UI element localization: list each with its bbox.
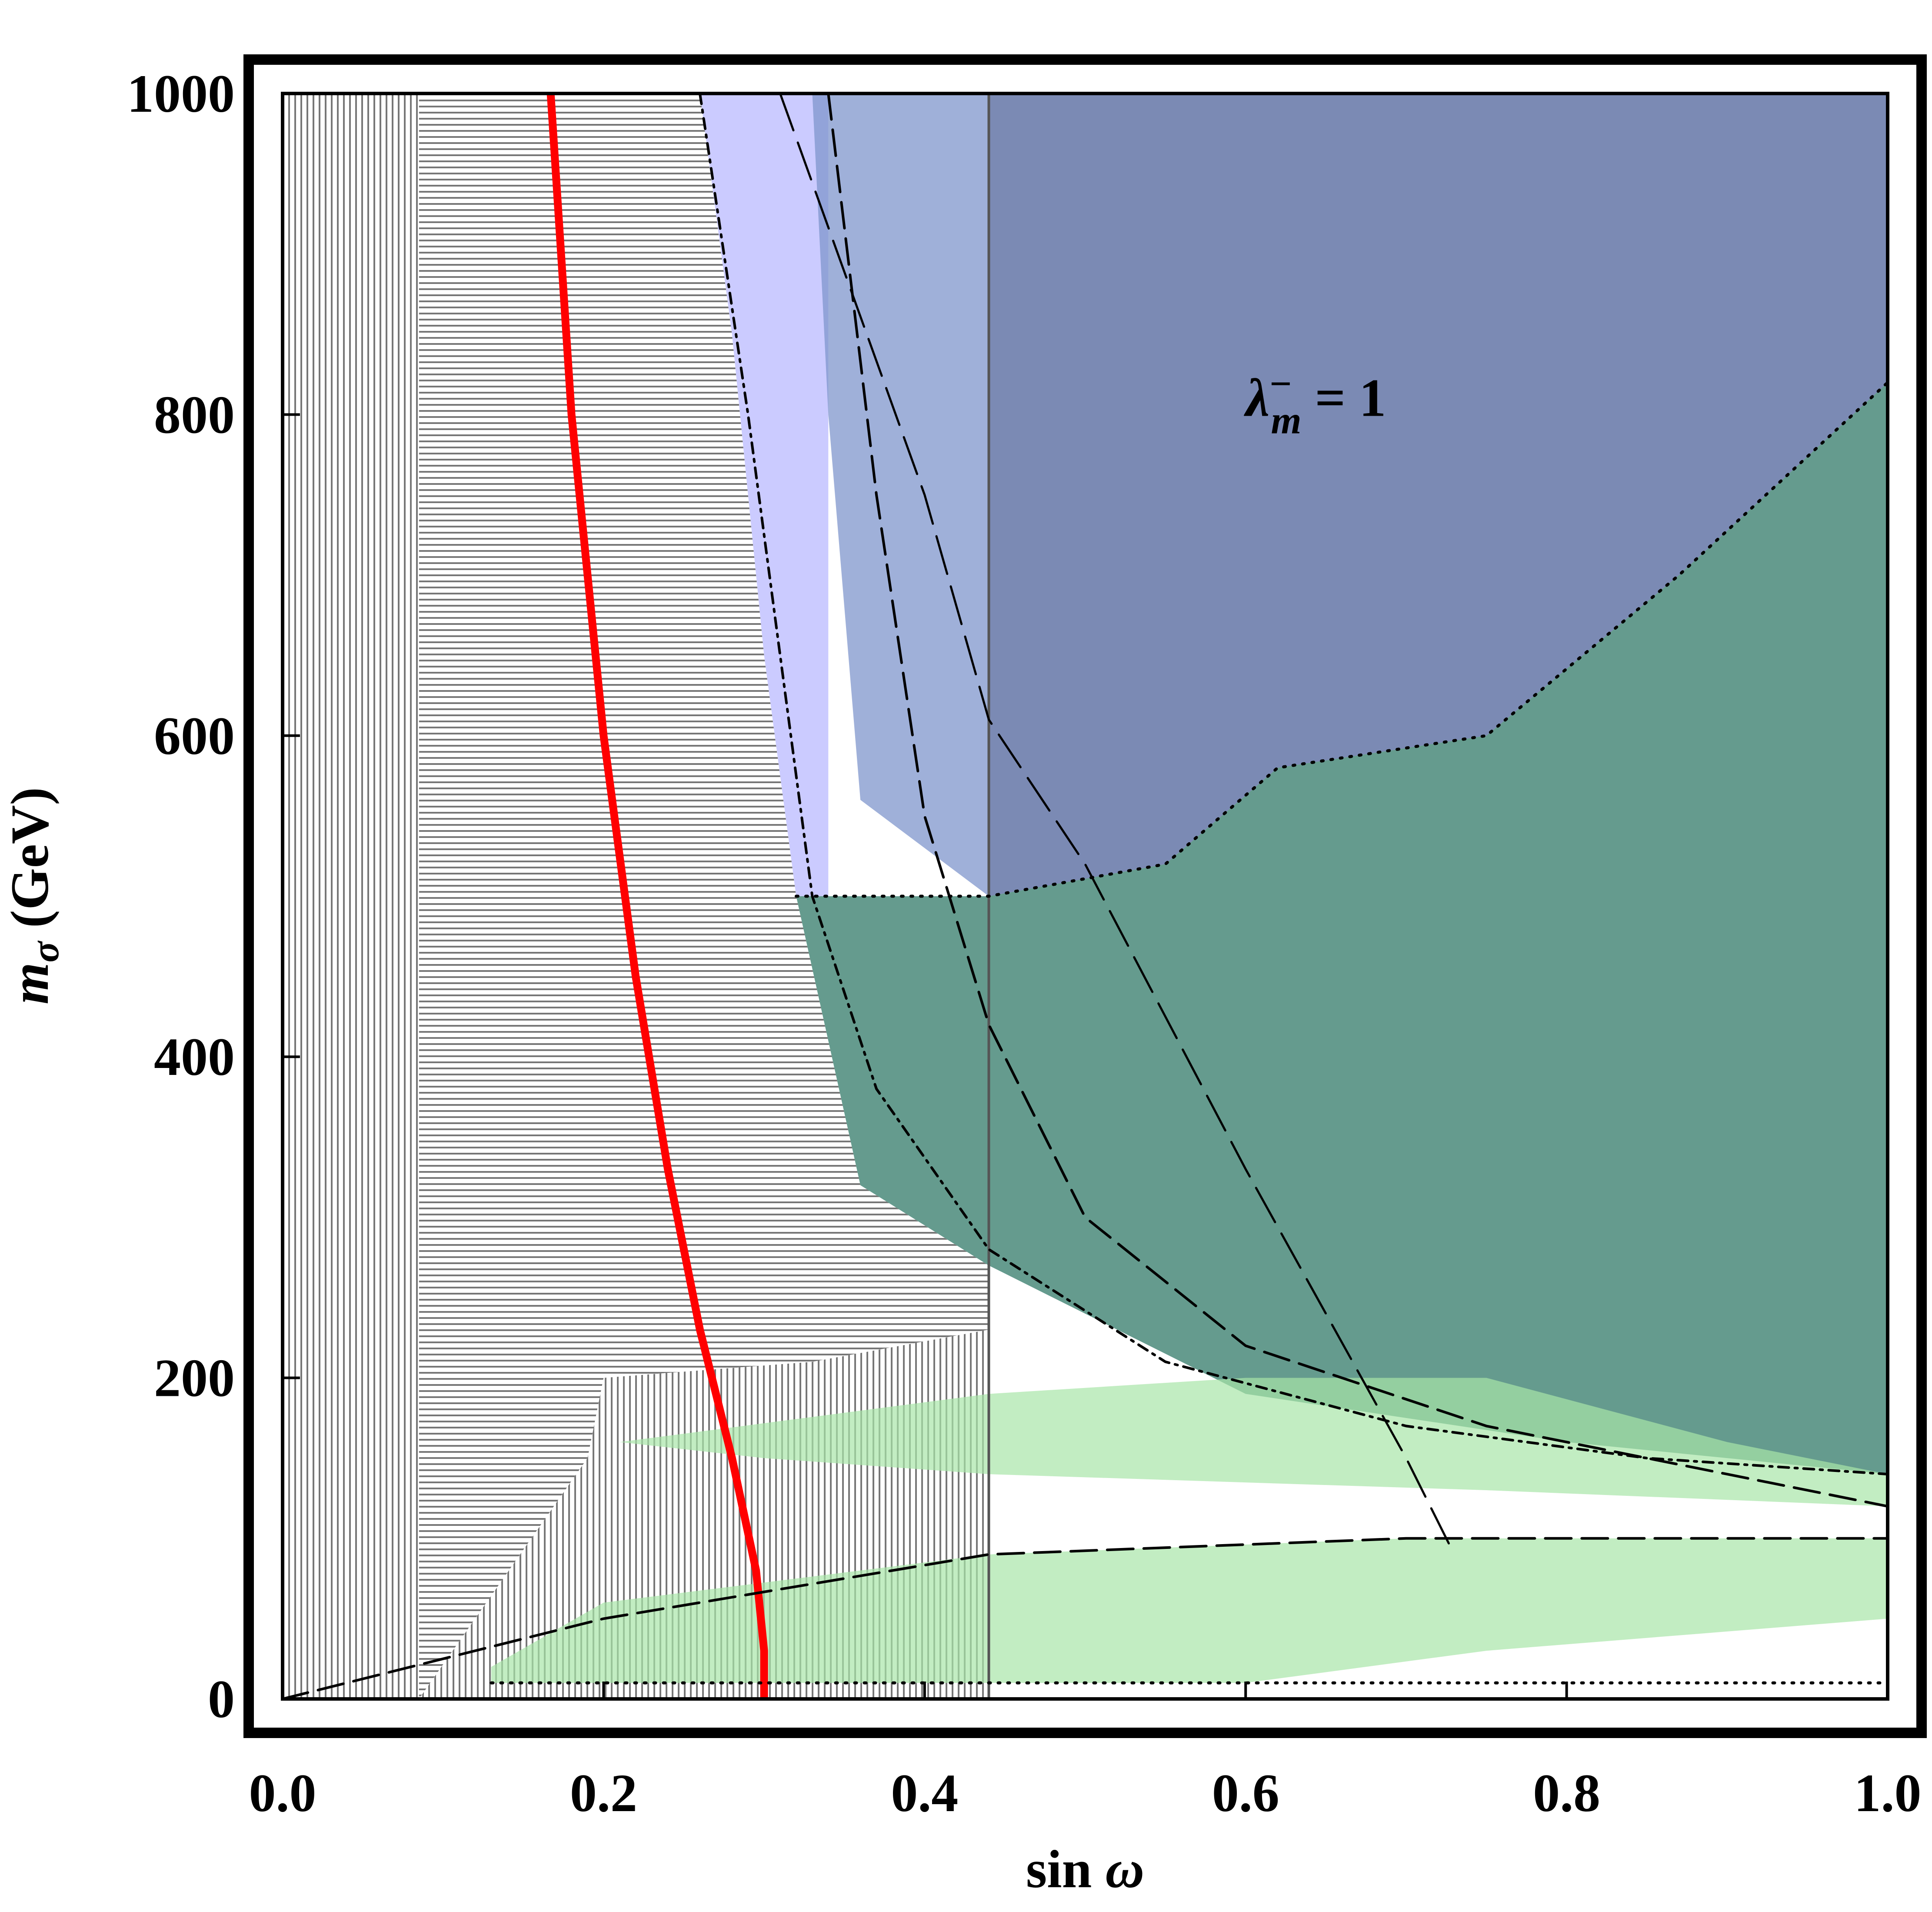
lambda-annotation: λ− m = 1: [1243, 362, 1386, 442]
y-tick-label: 400: [154, 1027, 235, 1087]
ticks: 0.0 0.2 0.4 0.6 0.8 1.0 0 200 400 600 800 1000: [127, 64, 1922, 1823]
y-tick-label: 1000: [127, 64, 235, 123]
region-green-band: [491, 1538, 1888, 1683]
region-teal: [796, 382, 1888, 1475]
x-axis-title: sin ω: [1026, 1839, 1144, 1899]
y-tick-label: 600: [154, 706, 235, 766]
y-axis-title: mσ (GeV): [0, 787, 67, 1004]
x-tick-label: 0.8: [1533, 1763, 1600, 1823]
curve-longdash2: [779, 93, 1456, 1556]
hatch-vertical-left: [283, 93, 419, 1699]
region-green-mid: [620, 1378, 1888, 1506]
curve-dashdot: [698, 93, 1888, 1476]
x-tick-label: 0.2: [570, 1763, 637, 1823]
curve-red: [546, 93, 768, 1699]
x-tick-label: 0.4: [891, 1763, 958, 1823]
curve-bottom-dash: [283, 1537, 1888, 1699]
y-tick-label: 0: [208, 1669, 235, 1729]
plot-frame: [281, 92, 1889, 1701]
x-tick-label: 1.0: [1854, 1763, 1922, 1823]
hatch-horizontal: [419, 93, 989, 1699]
region-navy-overlay: [989, 93, 1888, 896]
y-tick-label: 800: [154, 385, 235, 444]
plot-area: [283, 93, 1888, 1699]
figure-frame: [243, 54, 1927, 1738]
x-tick-label: 0.6: [1212, 1763, 1279, 1823]
y-tick-label: 200: [154, 1348, 235, 1408]
curve-dotted-top: [794, 381, 1888, 898]
x-tick-label: 0.0: [249, 1763, 316, 1823]
curve-longdash1: [827, 93, 1888, 1508]
region-lavender: [700, 93, 829, 896]
